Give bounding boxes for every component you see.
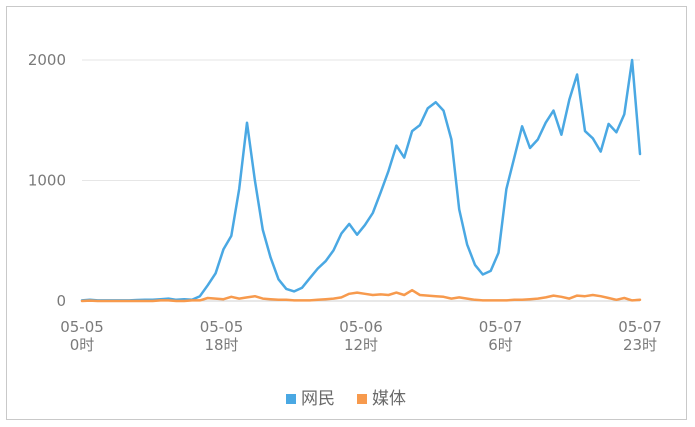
x-tick-label-hour: 0时 [70,336,95,354]
series-line-0 [80,58,642,302]
legend-swatch-0 [286,394,296,404]
series-line-1 [80,288,642,303]
y-tick-label: 1000 [28,172,66,190]
x-tick-label-date: 05-07 [479,318,523,336]
x-tick-label-hour: 23时 [623,336,657,354]
chart-frame [6,6,687,420]
x-tick-label-hour: 12时 [344,336,378,354]
x-tick-label-date: 05-07 [618,318,662,336]
grid-lines [82,59,640,302]
y-tick-label: 2000 [28,51,66,69]
x-tick-label-date: 05-06 [339,318,383,336]
legend: 网民 媒体 [286,389,406,409]
y-tick-label: 0 [56,292,66,310]
y-axis: 0 1000 2000 [28,51,66,310]
x-tick-label-date: 05-05 [60,318,104,336]
legend-label-1: 媒体 [372,389,406,409]
x-tick-label-date: 05-05 [200,318,244,336]
x-tick-label-hour: 6时 [488,336,513,354]
series-lines [80,58,642,303]
legend-label-0: 网民 [301,389,335,409]
x-tick-label-hour: 18时 [204,336,238,354]
legend-swatch-1 [357,394,367,404]
